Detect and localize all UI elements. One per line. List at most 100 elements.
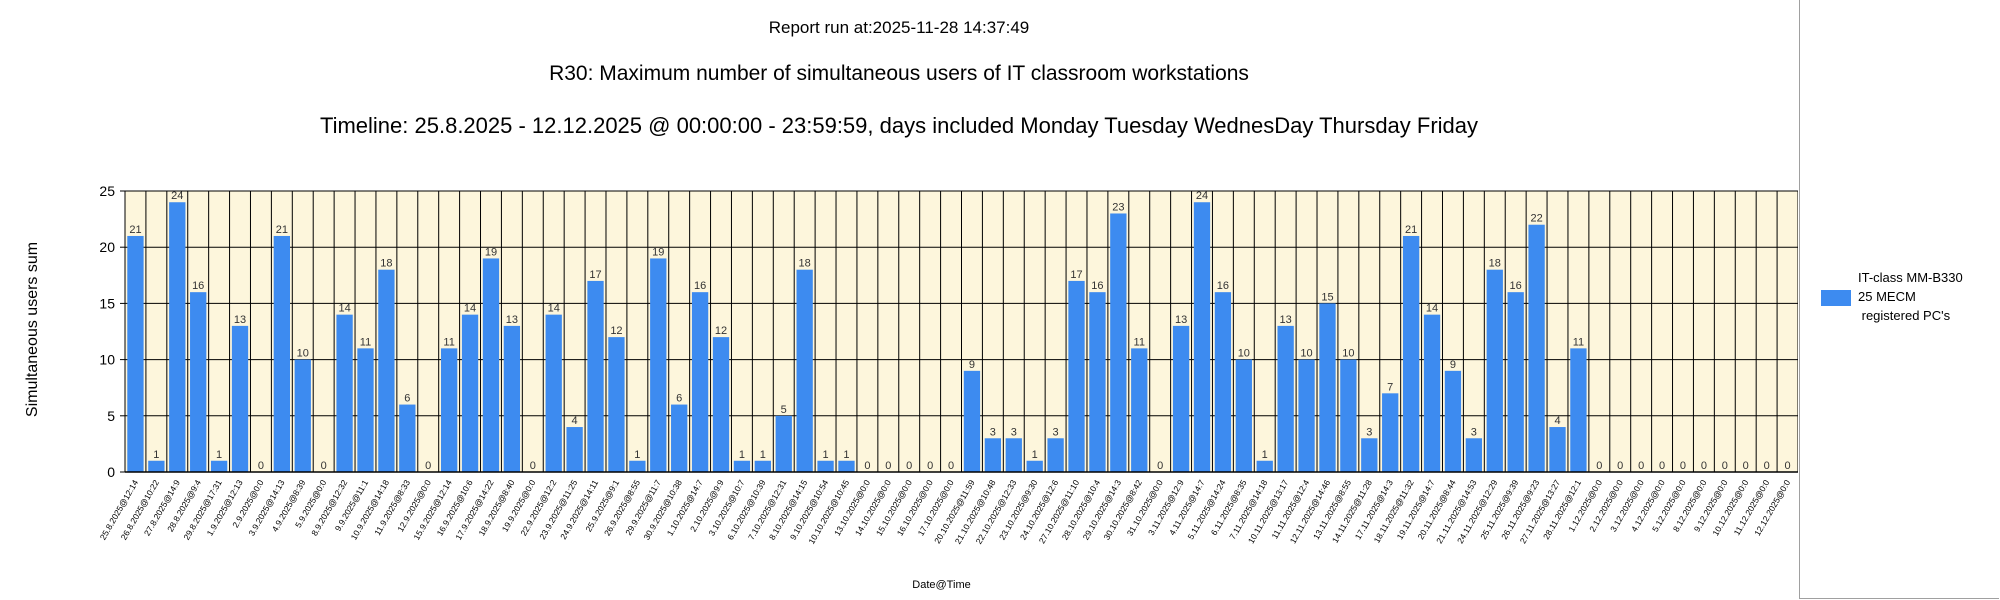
bar — [1340, 359, 1357, 472]
data-label: 18 — [1489, 258, 1501, 270]
data-label: 0 — [1680, 460, 1686, 472]
data-label: 16 — [1091, 280, 1103, 292]
data-label: 3 — [1053, 426, 1059, 438]
data-label: 21 — [276, 224, 288, 236]
bar — [1193, 202, 1211, 473]
data-label: 0 — [1638, 460, 1644, 472]
bar — [1298, 359, 1315, 472]
data-label: 11 — [1573, 336, 1584, 348]
y-tick-label: 0 — [107, 464, 115, 480]
data-label: 1 — [739, 449, 745, 461]
data-label: 0 — [927, 460, 933, 472]
data-label: 5 — [781, 404, 787, 416]
bar — [461, 314, 479, 472]
data-label: 1 — [1032, 449, 1038, 461]
data-label: 13 — [234, 314, 246, 326]
bar — [1026, 460, 1043, 472]
data-label: 23 — [1112, 201, 1124, 213]
data-label: 0 — [906, 460, 912, 472]
legend-swatch — [1821, 290, 1851, 306]
bar — [294, 359, 311, 472]
data-label: 1 — [760, 449, 766, 461]
data-label: 3 — [1011, 426, 1017, 438]
bar — [1277, 325, 1294, 472]
data-label: 10 — [1238, 348, 1250, 360]
data-label: 18 — [799, 258, 811, 270]
bar — [1465, 438, 1483, 472]
bar — [336, 314, 353, 472]
bar — [650, 258, 667, 472]
bar — [1361, 438, 1378, 472]
data-label: 12 — [715, 325, 727, 337]
bar — [210, 460, 228, 472]
data-label: 16 — [1510, 280, 1522, 292]
bar — [1068, 280, 1085, 472]
bar — [1549, 427, 1566, 472]
data-label: 9 — [1450, 359, 1456, 371]
chart-subtitle: Timeline: 25.8.2025 - 12.12.2025 @ 00:00… — [319, 113, 1479, 138]
y-axis-title: Simultaneous users sum — [24, 242, 41, 417]
data-label: 4 — [1554, 415, 1560, 427]
data-label: 1 — [153, 449, 159, 461]
bar — [357, 348, 374, 472]
data-label: 10 — [1300, 348, 1312, 360]
data-label: 12 — [610, 325, 622, 337]
data-label: 13 — [1280, 314, 1292, 326]
y-tick-label: 25 — [99, 183, 115, 199]
data-label: 0 — [1722, 460, 1728, 472]
data-label: 21 — [1405, 224, 1417, 236]
bar — [671, 404, 688, 472]
data-label: 0 — [1157, 460, 1163, 472]
bar — [127, 235, 144, 472]
data-label: 1 — [843, 449, 849, 461]
data-label: 0 — [1617, 460, 1623, 472]
data-label: 19 — [485, 246, 497, 258]
data-label: 0 — [425, 460, 431, 472]
bar — [566, 427, 583, 472]
bar — [1528, 224, 1545, 472]
data-label: 22 — [1530, 213, 1542, 225]
bar — [378, 269, 395, 472]
data-label: 11 — [443, 336, 454, 348]
bar — [838, 460, 855, 472]
bar — [796, 269, 813, 472]
bar — [1214, 292, 1232, 472]
bar — [169, 202, 186, 473]
x-axis-title: Date@Time — [912, 579, 970, 591]
data-label: 0 — [530, 460, 536, 472]
data-label: 24 — [1196, 190, 1208, 202]
data-label: 0 — [258, 460, 264, 472]
data-label: 14 — [548, 303, 560, 315]
data-label: 1 — [216, 449, 222, 461]
bar — [545, 314, 562, 472]
bar — [190, 292, 207, 472]
bar — [503, 325, 521, 472]
data-label: 7 — [1387, 381, 1393, 393]
data-label: 3 — [1471, 426, 1477, 438]
data-label: 6 — [404, 393, 410, 405]
data-label: 6 — [676, 393, 682, 405]
bar — [775, 415, 792, 472]
bar — [629, 460, 646, 472]
data-label: 10 — [1342, 348, 1354, 360]
data-label: 17 — [589, 269, 601, 281]
bar — [587, 280, 604, 472]
y-tick-label: 20 — [99, 239, 115, 255]
bar — [1486, 269, 1503, 472]
legend-panel: IT-class MM-B330 25 MECM registered PC's — [1799, 0, 1999, 599]
data-label: 0 — [1784, 460, 1790, 472]
data-label: 1 — [1262, 449, 1268, 461]
legend-label: IT-class MM-B330 25 MECM registered PC's — [1858, 270, 1963, 323]
data-label: 14 — [338, 303, 350, 315]
bar — [984, 438, 1002, 472]
data-label: 0 — [1764, 460, 1770, 472]
bar — [1256, 460, 1273, 472]
bar — [733, 460, 751, 472]
bar — [1402, 235, 1420, 472]
data-label: 16 — [192, 280, 204, 292]
bar — [608, 337, 625, 472]
bar — [1444, 370, 1462, 472]
bar — [1235, 359, 1252, 472]
data-label: 17 — [1070, 269, 1082, 281]
report-run-timestamp: Report run at:2025-11-28 14:37:49 — [768, 18, 1030, 37]
